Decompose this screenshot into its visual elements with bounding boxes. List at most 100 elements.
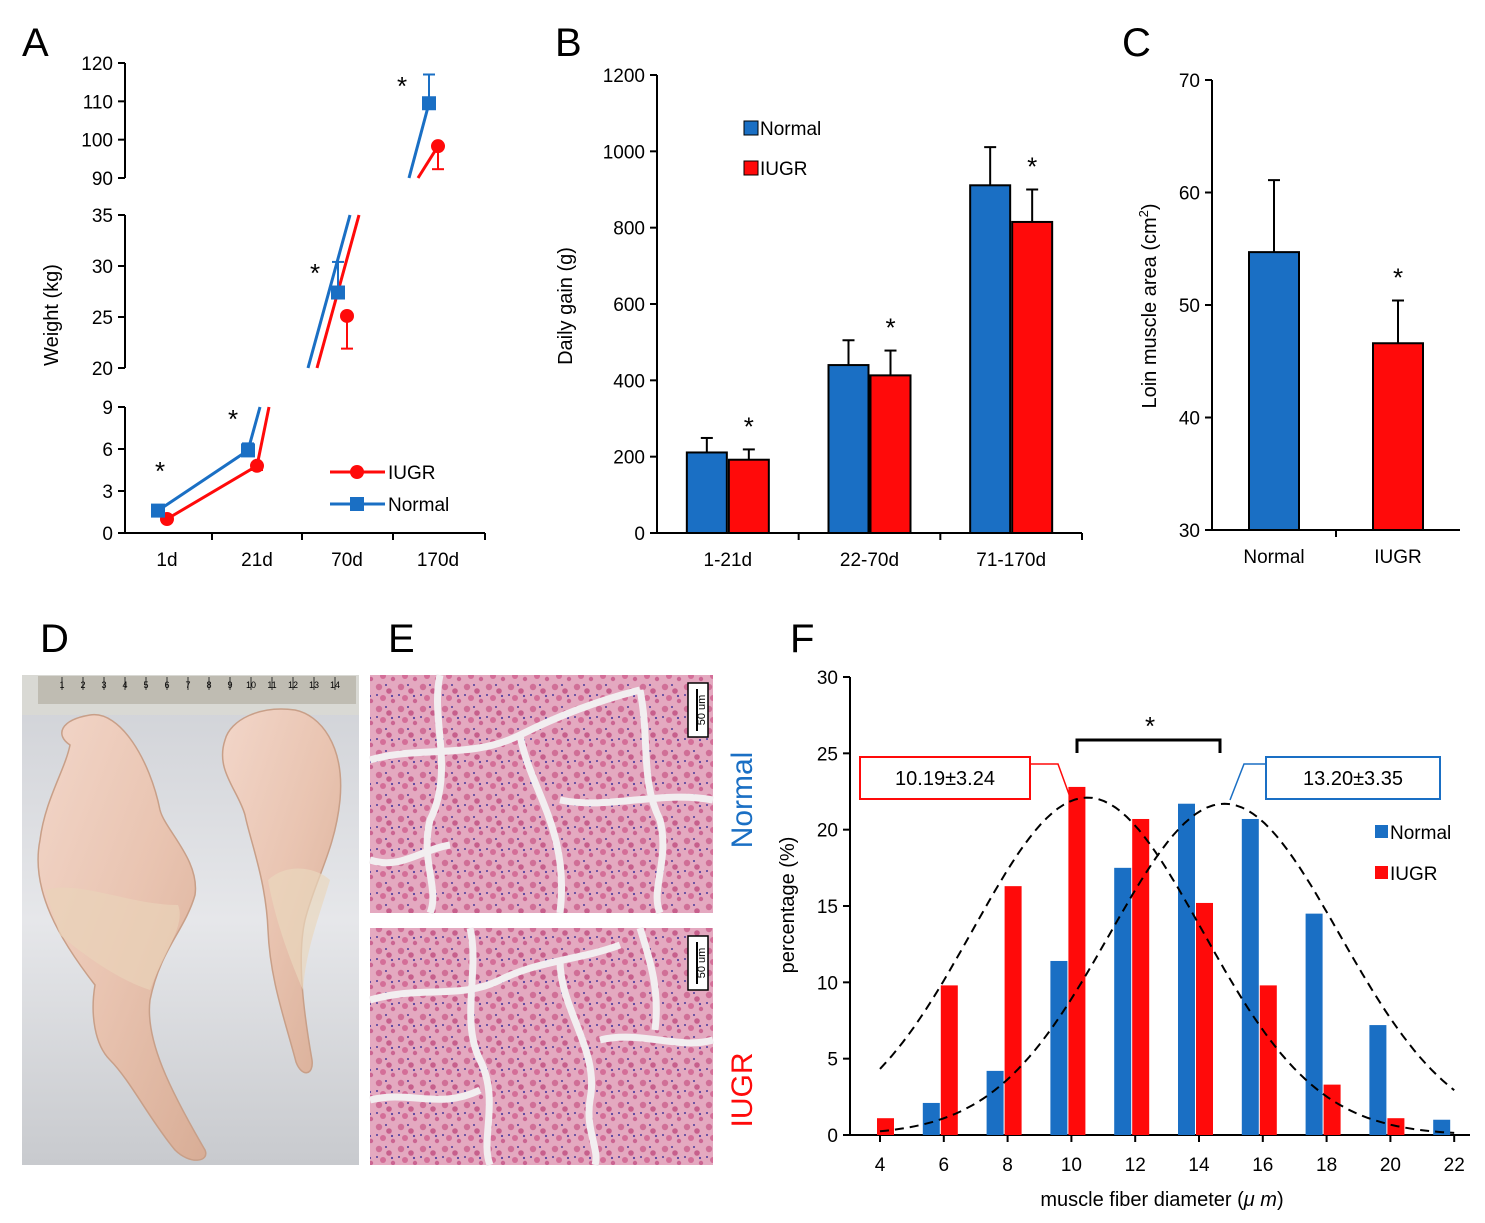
chart-f-xlabel-end: ) xyxy=(1277,1189,1284,1211)
chart-f-y-tick-label: 20 xyxy=(817,821,838,842)
histology-normal-septa xyxy=(368,674,714,915)
ruler-mark: 1 xyxy=(59,680,64,690)
histology-iugr-septa xyxy=(368,926,715,1167)
chart-f-xlabel-main: muscle fiber diameter ( xyxy=(1040,1189,1244,1211)
photo-ruler-marks: 1 2 3 4 5 6 7 8 9 10 11 12 13 14 xyxy=(59,677,340,690)
chart-a-normal-point xyxy=(151,503,165,518)
chart-f-star: * xyxy=(1145,711,1155,741)
chart-f-x-tick-label: 10 xyxy=(1061,1155,1082,1176)
panel-letter-a: A xyxy=(22,21,49,65)
chart-b-x-tick-label: 22-70d xyxy=(840,550,899,571)
chart-c: Loin muscle area (cm2) 30 40 50 60 70 Normal I… xyxy=(1136,71,1460,568)
photo-legs: 1 2 3 4 5 6 7 8 9 10 11 12 13 14 xyxy=(22,675,359,1165)
chart-a-y-tick-label: 35 xyxy=(92,206,113,227)
chart-c-ylabel-sup: 2 xyxy=(1136,210,1151,217)
chart-f-iugr-box-text: 10.19±3.24 xyxy=(895,768,995,790)
chart-f-bar-iugr xyxy=(1323,1084,1341,1135)
histology-iugr-label: IUGR xyxy=(726,1053,759,1128)
chart-a-iugr-point xyxy=(431,139,445,154)
chart-c-x-tick-label: IUGR xyxy=(1374,547,1422,568)
ruler-mark: 5 xyxy=(143,680,148,690)
chart-f-fit-iugr xyxy=(879,796,1455,1134)
chart-f-xlabel-unit: μ m xyxy=(1243,1189,1277,1211)
chart-a-y-tick-label: 9 xyxy=(102,398,113,419)
chart-b-legend-normal: Normal xyxy=(760,119,821,140)
chart-a-y-tick-label: 120 xyxy=(81,54,113,75)
chart-b-y-tick-label: 1200 xyxy=(603,66,645,87)
chart-f-y-tick-label: 25 xyxy=(817,744,838,765)
chart-a-significance-star: * xyxy=(228,404,238,434)
scale-bar-normal-label: 50 um xyxy=(696,695,708,726)
chart-f-xlabel: muscle fiber diameter (μ m) xyxy=(1040,1189,1283,1211)
ruler-mark: 13 xyxy=(309,680,319,690)
chart-b-ylabel: Daily gain (g) xyxy=(555,247,577,365)
photo-right-leg-skin xyxy=(268,868,330,990)
chart-a-y-tick-label: 90 xyxy=(92,169,113,190)
chart-b-y-tick-label: 400 xyxy=(613,371,645,392)
chart-f-y-tick-label: 0 xyxy=(827,1126,838,1147)
ruler-mark: 12 xyxy=(288,680,298,690)
chart-b-x-tick-label: 1-21d xyxy=(704,550,753,571)
chart-f-fit-normal xyxy=(879,802,1455,1133)
ruler-mark: 4 xyxy=(122,680,127,690)
panel-letter-c: C xyxy=(1122,21,1151,65)
chart-b-significance-star: * xyxy=(744,411,754,441)
chart-b-legend-iugr: IUGR xyxy=(760,159,808,180)
chart-f-bar-iugr xyxy=(1132,818,1150,1135)
chart-f-bar-normal xyxy=(986,1070,1004,1135)
chart-a-y-tick-label: 20 xyxy=(92,359,113,380)
chart-c-x-tick-label: Normal xyxy=(1243,547,1304,568)
chart-a-legend-normal: Normal xyxy=(388,495,449,516)
chart-a-legend-iugr: IUGR xyxy=(388,463,436,484)
chart-f-bar-iugr xyxy=(1068,786,1086,1135)
chart-a-normal-point xyxy=(422,96,436,111)
chart-b-bar-iugr xyxy=(869,374,912,534)
chart-b-legend: Normal IUGR xyxy=(743,119,821,180)
chart-b-y-tick-label: 800 xyxy=(613,219,645,240)
chart-f-bar-normal xyxy=(1369,1025,1387,1135)
chart-b-bar-normal xyxy=(827,364,870,535)
chart-a-y-tick-label: 100 xyxy=(81,131,113,152)
ruler-mark: 14 xyxy=(330,680,340,690)
chart-a-normal-point xyxy=(241,443,255,458)
chart-f-x-tick-label: 8 xyxy=(1002,1155,1013,1176)
chart-b-y-tick-label: 1000 xyxy=(603,142,645,163)
chart-f-bar-iugr xyxy=(877,1118,894,1135)
chart-a-x-tick-label: 1d xyxy=(156,550,177,571)
ruler-mark: 6 xyxy=(164,680,169,690)
chart-b-legend-iugr-swatch xyxy=(743,160,759,176)
chart-a: Weight (kg) 0 3 6 9 20 25 30 35 90 100 110 120 1d 21d… xyxy=(41,54,486,571)
chart-f-bar-normal xyxy=(1305,913,1323,1135)
chart-c-ylabel-end: ) xyxy=(1139,203,1161,210)
chart-a-normal-line xyxy=(306,214,352,369)
chart-f-x-tick-label: 16 xyxy=(1252,1155,1273,1176)
chart-a-y-tick-label: 110 xyxy=(83,92,113,113)
chart-f-legend-iugr-swatch xyxy=(1375,866,1388,879)
chart-a-y-tick-label: 6 xyxy=(102,440,113,461)
ruler-mark: 9 xyxy=(227,680,232,690)
chart-a-significance-star: * xyxy=(310,258,320,288)
chart-a-y-tick-label: 25 xyxy=(92,308,113,329)
ruler-mark: 3 xyxy=(101,680,106,690)
chart-c-y-tick-label: 40 xyxy=(1179,409,1200,430)
ruler-mark: 8 xyxy=(206,680,211,690)
chart-a-legend-normal-marker xyxy=(350,497,364,511)
chart-c-y-tick-label: 30 xyxy=(1179,521,1200,542)
ruler-mark: 11 xyxy=(267,680,276,690)
chart-f-legend-normal: Normal xyxy=(1390,823,1451,844)
chart-b: Daily gain (g) Normal IUGR 0 200 400 600 800… xyxy=(555,66,1083,571)
chart-a-significance-star: * xyxy=(155,456,165,486)
chart-b-y-tick-label: 200 xyxy=(613,448,645,469)
scale-bar-iugr-label: 50 um xyxy=(696,948,708,979)
histology-normal-label: Normal xyxy=(726,752,759,849)
ruler-mark: 2 xyxy=(80,680,85,690)
histology: 50 um 50 um Normal IUGR xyxy=(368,674,759,1167)
chart-c-significance-star: * xyxy=(1393,263,1403,293)
chart-b-x-tick-label: 71-170d xyxy=(976,550,1046,571)
chart-c-y-tick-label: 60 xyxy=(1179,184,1200,205)
chart-a-legend-iugr-marker xyxy=(350,465,364,479)
chart-f-bar-normal xyxy=(1178,803,1195,1135)
chart-f-bar-normal xyxy=(922,1102,940,1135)
chart-b-legend-normal-swatch xyxy=(743,120,759,136)
